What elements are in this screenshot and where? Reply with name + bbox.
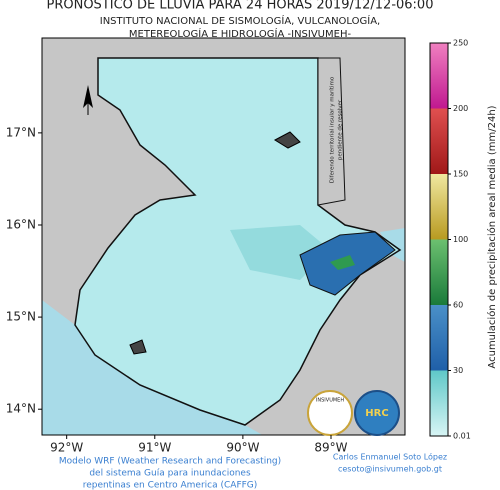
belize — [317, 57, 346, 206]
email: cesoto@insivumeh.gob.gt — [338, 465, 442, 474]
x-tick-label: 92°W — [50, 441, 83, 455]
colorbar-segment — [430, 370, 448, 436]
border-note: pendiente de resolver — [338, 99, 344, 160]
logo — [354, 390, 400, 436]
colorbar-tick-label: 0.01 — [453, 432, 471, 441]
y-tick-label: 17°N — [6, 125, 36, 139]
map — [42, 38, 405, 435]
colorbar-segment — [430, 108, 448, 174]
colorbar-segment — [430, 43, 448, 109]
pacific-ocean — [42, 300, 263, 435]
y-tick-label: 14°N — [6, 402, 36, 416]
y-tick-label: 15°N — [6, 310, 36, 324]
logo — [307, 390, 353, 436]
lake — [129, 339, 147, 355]
footer-text: repentinas en Centro America (CAFFG) — [83, 481, 258, 490]
colorbar-tick-label: 30 — [453, 366, 463, 375]
rain-area-green — [330, 255, 355, 270]
colorbar-segment — [430, 305, 448, 371]
lake — [273, 131, 301, 149]
map-frame — [41, 37, 406, 436]
footer-text: Modelo WRF (Weather Research and Forecas… — [59, 457, 281, 467]
logo-text: HRC — [365, 408, 388, 419]
colorbar-segment — [430, 174, 448, 240]
colorbar-segment — [430, 239, 448, 305]
colorbar-tick-label: 200 — [453, 104, 468, 113]
colorbar-tick-label: 250 — [453, 39, 468, 48]
subtitle: METEREOLOGÍA E HIDROLOGÍA -INSIVUMEH- — [129, 27, 352, 40]
colorbar-tick-label: 150 — [453, 170, 468, 179]
logo-text: INSIVUMEH — [316, 398, 344, 404]
colorbar-tick-label: 60 — [453, 301, 463, 310]
colorbar-tick-label: 100 — [453, 235, 468, 244]
colorbar-label: Acumulación de precipitación areal media… — [486, 105, 498, 368]
north-arrow — [83, 85, 93, 108]
subtitle: INSTITUTO NACIONAL DE SISMOLOGÍA, VULCAN… — [100, 14, 380, 27]
x-tick-label: 89°W — [314, 441, 347, 455]
x-tick-label: 90°W — [226, 441, 259, 455]
y-tick-label: 16°N — [6, 217, 36, 231]
footer-text: del sistema Guía para inundaciones — [89, 469, 251, 479]
title: PRONOSTICO DE LLUVIA PARA 24 HORAS 2019/… — [47, 0, 434, 13]
author: Carlos Enmanuel Soto López — [333, 452, 447, 462]
border-note: Diferendo territorial insular y marítimo — [329, 76, 336, 183]
x-tick-label: 91°W — [138, 441, 171, 455]
